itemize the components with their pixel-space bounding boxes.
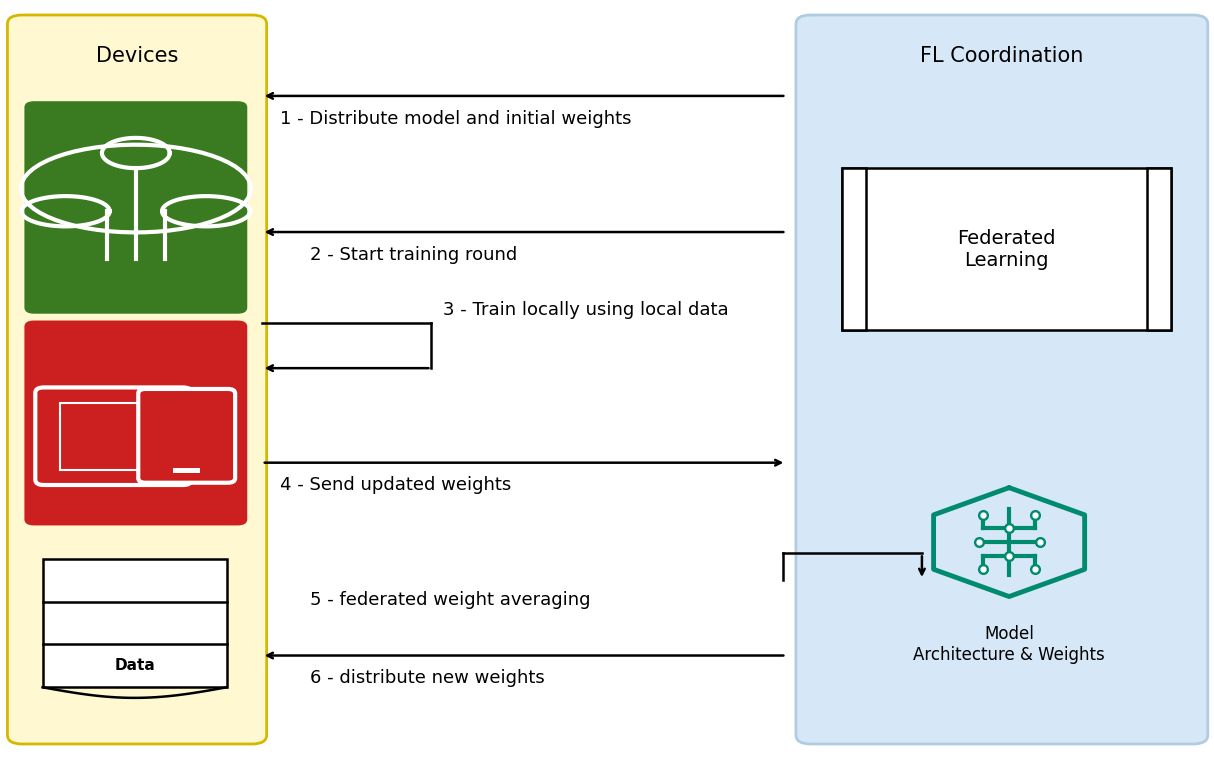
Bar <box>843 168 867 330</box>
Text: Federated
Learning: Federated Learning <box>958 228 1056 269</box>
FancyBboxPatch shape <box>796 15 1208 744</box>
FancyBboxPatch shape <box>24 101 248 313</box>
Text: 4 - Send updated weights: 4 - Send updated weights <box>280 477 511 494</box>
Text: 2 - Start training round: 2 - Start training round <box>311 246 517 263</box>
Text: Model
Architecture & Weights: Model Architecture & Weights <box>913 625 1105 664</box>
Bar <box>1147 168 1172 330</box>
Text: Devices: Devices <box>96 46 178 66</box>
Text: Data: Data <box>114 658 155 673</box>
Bar <box>174 468 200 473</box>
Text: 3 - Train locally using local data: 3 - Train locally using local data <box>443 301 730 319</box>
Text: 6 - distribute new weights: 6 - distribute new weights <box>311 669 545 687</box>
FancyBboxPatch shape <box>138 389 236 483</box>
Text: 1 - Distribute model and initial weights: 1 - Distribute model and initial weights <box>280 109 631 128</box>
FancyBboxPatch shape <box>7 15 267 744</box>
Bar <box>59 402 168 470</box>
Bar <box>843 168 1172 330</box>
Bar <box>42 559 227 688</box>
Text: FL Coordination: FL Coordination <box>920 46 1084 66</box>
FancyBboxPatch shape <box>24 320 248 525</box>
Text: 5 - federated weight averaging: 5 - federated weight averaging <box>311 591 591 609</box>
Bar <box>157 408 217 465</box>
